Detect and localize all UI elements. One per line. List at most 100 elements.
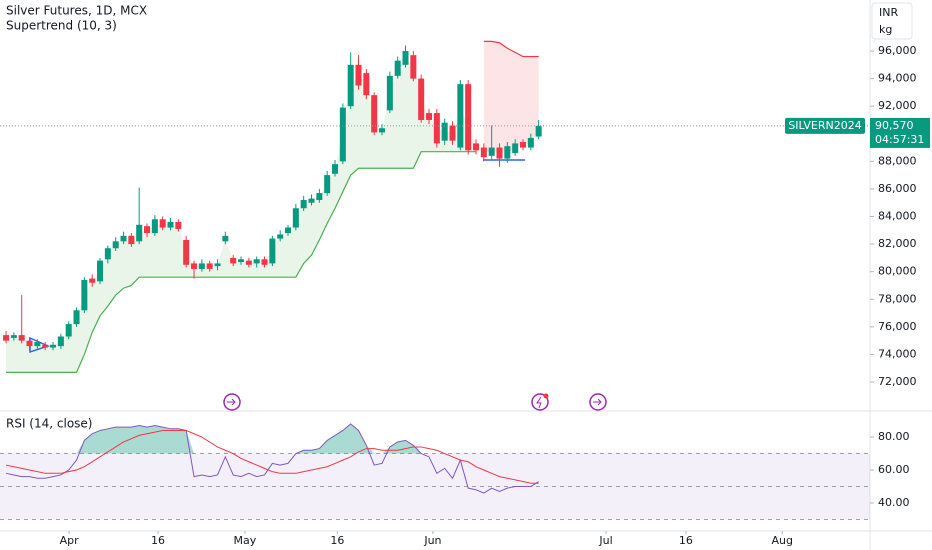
candle-body <box>104 248 111 260</box>
candle-body <box>42 344 49 348</box>
currency: INR <box>879 6 898 19</box>
y-tick-label: 88,000 <box>878 154 917 167</box>
candle-body <box>339 107 346 162</box>
candle-body <box>191 263 198 269</box>
candle-body <box>402 51 409 65</box>
candle-body <box>97 260 104 282</box>
candle-body <box>449 125 456 141</box>
candle-body <box>465 84 472 151</box>
candle-body <box>214 263 221 267</box>
candle-body <box>120 235 127 242</box>
candle-body <box>65 324 72 337</box>
candle-body <box>457 84 464 148</box>
candle-body <box>34 342 41 347</box>
candle-body <box>355 64 362 86</box>
y-tick-label: 94,000 <box>878 72 917 85</box>
indicator-title: Supertrend (10, 3) <box>6 19 117 33</box>
y-tick-label: 80.00 <box>878 430 910 443</box>
y-tick-label: 84,000 <box>878 210 917 223</box>
candle-body <box>151 219 158 234</box>
x-tick-label: 16 <box>330 534 344 547</box>
y-tick-label: 82,000 <box>878 237 917 250</box>
rsi-line <box>5 429 539 484</box>
rsi-line <box>5 423 539 494</box>
candle-body <box>18 335 25 341</box>
candle-body <box>183 239 190 265</box>
rsi-title: RSI (14, close) <box>6 417 92 431</box>
y-tick-label: 76,000 <box>878 320 917 333</box>
supertrend-fill <box>483 41 539 154</box>
candle-body <box>394 60 401 76</box>
candle-body <box>230 257 237 264</box>
last-price-label: 90,570 <box>875 119 914 132</box>
candle-body <box>496 147 503 159</box>
candle-body <box>269 238 276 264</box>
overbought-fill <box>6 423 539 454</box>
supertrend-fill <box>6 57 477 373</box>
countdown-label: 04:57:31 <box>875 133 924 146</box>
y-tick-label: 96,000 <box>878 44 917 57</box>
event-arrow <box>593 398 602 406</box>
y-tick-label: 60.00 <box>878 463 910 476</box>
candle-body <box>26 340 33 347</box>
x-tick-label: Apr <box>60 534 80 547</box>
candle-body <box>136 224 143 242</box>
candle-body <box>418 78 425 120</box>
y-tick-label: 78,000 <box>878 292 917 305</box>
candle-body <box>363 73 370 96</box>
y-tick-label: 40.00 <box>878 496 910 509</box>
event-icons <box>223 393 607 411</box>
candle-body <box>347 64 354 107</box>
candle-body <box>488 147 495 156</box>
candle-body <box>426 113 433 120</box>
x-tick-label: Jun <box>423 534 441 547</box>
y-tick-label: 92,000 <box>878 99 917 112</box>
candle-body <box>410 55 417 79</box>
candle-body <box>159 219 166 228</box>
supertrend-line <box>483 40 539 58</box>
candle-body <box>277 234 284 239</box>
y-tick-label: 74,000 <box>878 347 917 360</box>
candle-body <box>300 199 307 209</box>
candle-body <box>128 235 135 245</box>
candle-body <box>175 222 182 229</box>
currency-box[interactable] <box>871 2 913 40</box>
event-arrow <box>227 398 236 406</box>
supertrend-line <box>6 151 477 373</box>
candle-body <box>73 310 80 325</box>
candle-body <box>81 279 88 311</box>
candle-body <box>238 259 245 263</box>
x-tick-label: Aug <box>772 534 793 547</box>
unit: kg <box>879 23 892 36</box>
candle-body <box>332 164 339 174</box>
candle-body <box>535 125 542 137</box>
candle-body <box>504 146 511 159</box>
y-tick-label: 80,000 <box>878 265 917 278</box>
candle-body <box>50 344 57 348</box>
last-price-box <box>870 117 930 148</box>
event-icon[interactable] <box>531 393 549 411</box>
x-tick-label: 16 <box>679 534 693 547</box>
candle-body <box>316 193 323 200</box>
candle-body <box>473 143 480 151</box>
candle-body <box>527 137 534 148</box>
candle-body <box>324 175 331 194</box>
candle-body <box>441 122 448 141</box>
candle-body <box>253 259 260 264</box>
candle-body <box>112 241 119 249</box>
candle-body <box>512 143 519 154</box>
symbol-label: SILVERN2024 <box>788 119 862 132</box>
chart-title: Silver Futures, 1D, MCX <box>6 4 147 18</box>
candle-body <box>386 75 393 111</box>
candle-body <box>89 278 96 283</box>
candle-body <box>144 226 151 234</box>
event-dot <box>543 393 549 399</box>
candle-body <box>245 260 252 265</box>
candle-body <box>520 142 527 148</box>
candle-body <box>371 95 378 133</box>
y-tick-label: 86,000 <box>878 182 917 195</box>
candle-body <box>292 208 299 228</box>
candle-body <box>57 336 64 347</box>
candle-body <box>308 198 315 203</box>
